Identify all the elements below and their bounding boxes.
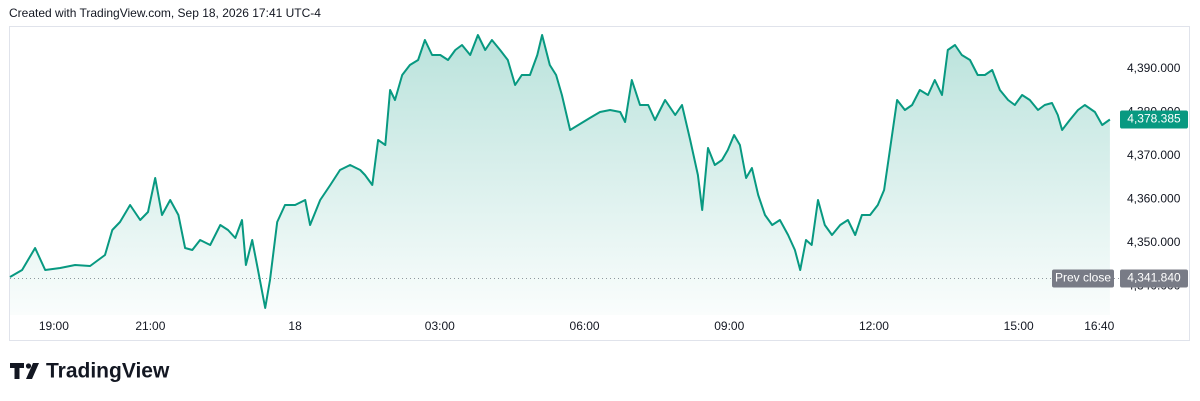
brand-name: TradingView [46,360,170,383]
plot-area: 4,340.0004,350.0004,360.0004,370.0004,38… [9,34,1188,333]
x-tick-label: 16:40 [1084,319,1114,333]
x-tick-label: 03:00 [425,319,455,333]
last-price-label: 4,378.385 [1127,112,1181,126]
brand-logo [10,363,39,379]
x-tick-label: 19:00 [39,319,69,333]
chart-frame [9,26,1190,341]
x-tick-label: 06:00 [570,319,600,333]
header-text: Created with TradingView.com, Sep 18, 20… [9,6,321,20]
y-tick-label: 4,370.000 [1127,148,1181,162]
y-tick-label: 4,390.000 [1127,61,1181,75]
area-fill [10,35,1110,315]
prev-close-name: Prev close [1055,271,1111,285]
prev-close-value-badge [1120,269,1188,288]
x-tick-label: 15:00 [1004,319,1034,333]
y-tick-label: 4,360.000 [1127,192,1181,206]
price-line [9,34,1111,309]
x-tick-label: 12:00 [859,319,889,333]
prev-close-value: 4,341.840 [1127,271,1181,285]
x-tick-label: 09:00 [714,319,744,333]
y-tick-label: 4,350.000 [1127,235,1181,249]
x-tick-label: 18 [288,319,302,333]
x-tick-label: 21:00 [135,319,165,333]
last-price-badge [1120,110,1188,129]
prev-close-name-badge [1052,269,1114,288]
